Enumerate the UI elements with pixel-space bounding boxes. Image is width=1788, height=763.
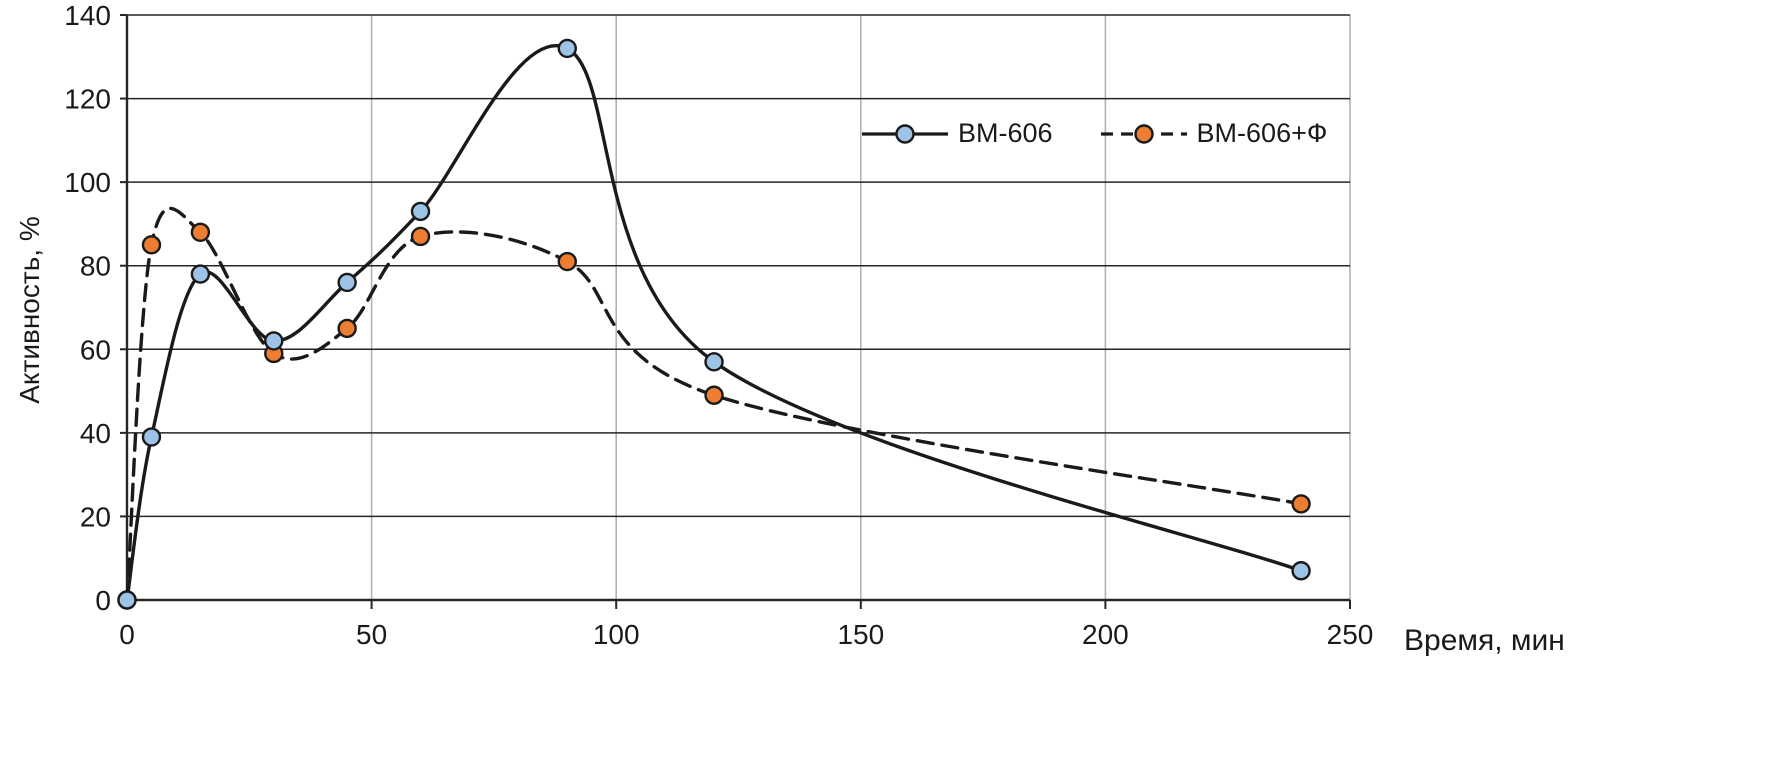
legend-line-dashed-icon	[1100, 123, 1187, 144]
legend-item-bm606: ВМ-606	[862, 118, 1053, 149]
svg-text:80: 80	[80, 251, 111, 282]
svg-text:50: 50	[356, 619, 387, 650]
y-axis-title: Активность, %	[14, 216, 45, 404]
legend-label-bm606f: ВМ-606+Ф	[1196, 118, 1328, 148]
legend: ВМ-606 ВМ-606+Ф	[862, 118, 1327, 149]
legend-label-bm606: ВМ-606	[958, 118, 1053, 148]
svg-text:150: 150	[837, 619, 884, 650]
svg-text:60: 60	[80, 334, 111, 365]
svg-text:0: 0	[119, 619, 135, 650]
svg-text:20: 20	[80, 501, 111, 532]
svg-text:100: 100	[64, 167, 111, 198]
svg-text:200: 200	[1082, 619, 1129, 650]
x-axis-title: Время, мин	[1404, 624, 1565, 657]
svg-text:250: 250	[1327, 619, 1374, 650]
svg-text:40: 40	[80, 418, 111, 449]
svg-text:100: 100	[593, 619, 640, 650]
legend-item-bm606f: ВМ-606+Ф	[1100, 118, 1328, 149]
svg-text:120: 120	[64, 84, 111, 115]
svg-text:140: 140	[64, 0, 111, 31]
svg-text:0: 0	[95, 585, 111, 616]
legend-line-solid-icon	[862, 123, 948, 144]
